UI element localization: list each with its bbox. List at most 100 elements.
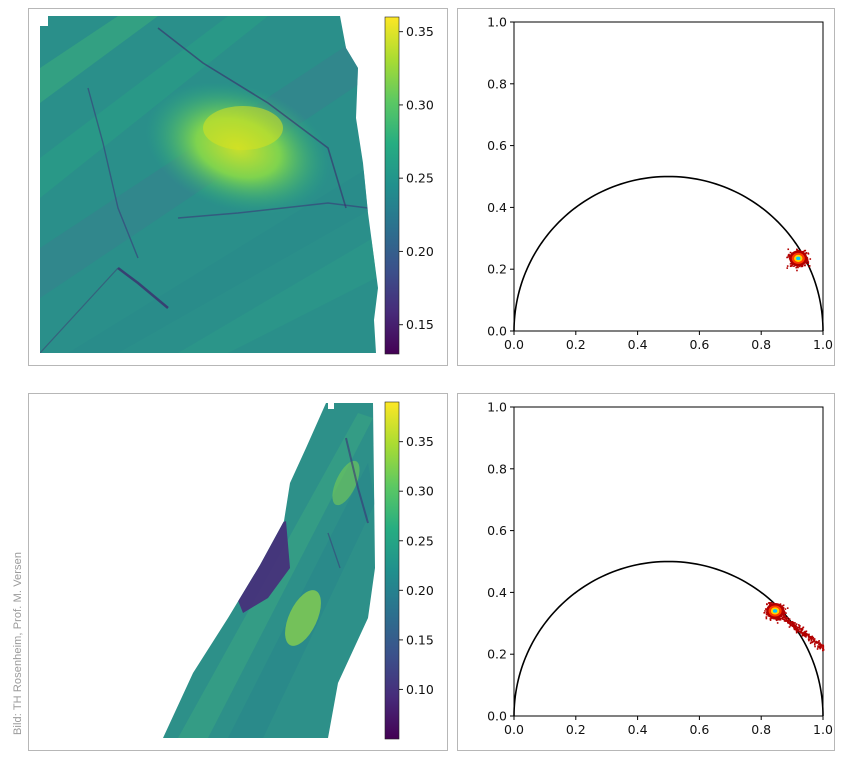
phasor-point bbox=[798, 629, 800, 631]
phasor-point bbox=[793, 623, 795, 626]
colorbar-top-tick-label: 0.15 bbox=[406, 317, 434, 332]
phasor-point bbox=[787, 621, 789, 624]
phasor-point bbox=[782, 614, 785, 617]
phasor-point bbox=[788, 626, 791, 628]
phasor-point bbox=[791, 265, 793, 267]
phasor-point bbox=[804, 264, 806, 266]
phasor-point bbox=[769, 603, 771, 605]
phasor-point bbox=[813, 639, 816, 642]
phasor-point bbox=[786, 267, 789, 269]
phasor-point bbox=[789, 251, 792, 254]
y-tick-label: 0.8 bbox=[487, 76, 507, 91]
phasor-point bbox=[819, 644, 822, 646]
colorbar-top-tick-label: 0.25 bbox=[406, 171, 434, 186]
y-tick-label: 0.2 bbox=[487, 262, 507, 277]
phasor-point bbox=[784, 619, 786, 622]
phasor-point bbox=[767, 602, 770, 604]
phasor-point bbox=[807, 252, 810, 255]
x-tick-label: 0.0 bbox=[504, 722, 524, 737]
phasor-point bbox=[794, 626, 797, 628]
y-tick-label: 0.6 bbox=[487, 523, 507, 538]
phasor-point bbox=[805, 262, 808, 265]
plot-frame bbox=[513, 21, 824, 332]
phasor-point bbox=[786, 256, 788, 259]
phasor-point bbox=[818, 643, 820, 646]
phasor-point bbox=[791, 622, 794, 624]
phasor-point bbox=[799, 632, 802, 634]
phasor-point bbox=[815, 642, 818, 644]
colorbar-bottom-tick-label: 0.15 bbox=[406, 632, 434, 647]
phasor-point bbox=[810, 637, 813, 639]
phasor-point bbox=[782, 604, 785, 607]
phasor-point bbox=[783, 610, 786, 612]
colorbar-top-tick-label: 0.30 bbox=[406, 97, 434, 112]
x-tick-label: 0.4 bbox=[628, 337, 648, 352]
phasor-point bbox=[817, 646, 819, 649]
phasor-point bbox=[806, 257, 809, 259]
phasor-point bbox=[817, 645, 819, 647]
phasor-point bbox=[802, 626, 805, 629]
phasor-point bbox=[776, 622, 779, 624]
phasor-point bbox=[817, 641, 820, 644]
phasor-point bbox=[806, 259, 809, 262]
phasor-point bbox=[813, 643, 816, 646]
phasor-point bbox=[797, 624, 800, 626]
y-tick-label: 0.8 bbox=[487, 461, 507, 476]
phasor-point bbox=[783, 618, 785, 621]
phasor-point bbox=[813, 640, 815, 643]
phasor-point bbox=[769, 618, 772, 620]
phasor-point bbox=[783, 616, 785, 618]
phasor-point bbox=[784, 608, 787, 610]
colorbar-bottom-tick-label: 0.20 bbox=[406, 583, 434, 598]
phasor-point bbox=[788, 620, 790, 622]
phasor-point bbox=[789, 265, 792, 268]
y-tick-label: 0.0 bbox=[487, 709, 507, 724]
phasor-point bbox=[791, 621, 794, 623]
phasor-point bbox=[800, 629, 803, 631]
x-tick-label: 0.2 bbox=[566, 722, 586, 737]
phasor-point bbox=[765, 616, 768, 618]
phasor-point bbox=[797, 630, 800, 632]
phasor-point bbox=[811, 638, 813, 641]
phasor-point bbox=[822, 649, 824, 651]
phasor-point bbox=[805, 632, 807, 635]
phasor-point bbox=[795, 628, 798, 631]
phasor-point bbox=[795, 630, 798, 633]
phasor-point bbox=[805, 252, 807, 255]
x-tick-label: 0.6 bbox=[689, 337, 709, 352]
phasor-point bbox=[822, 644, 825, 647]
colorbar-top-tick-label: 0.20 bbox=[406, 244, 434, 259]
phasor-point bbox=[765, 613, 768, 616]
phasor-point bbox=[801, 265, 804, 268]
phasor-point bbox=[764, 610, 766, 612]
phasor-point bbox=[809, 637, 812, 639]
phasor-point bbox=[786, 617, 789, 619]
phasor-point bbox=[788, 621, 791, 624]
phasor-point bbox=[794, 627, 797, 630]
phasor-point bbox=[781, 616, 784, 619]
phasor-point bbox=[795, 627, 798, 630]
panel-heatmap-bottom bbox=[28, 393, 448, 751]
heatmap-bottom: 0.35 0.30 0.25 0.20 0.15 0.10 bbox=[163, 401, 434, 740]
y-tick-label: 0.4 bbox=[487, 585, 507, 600]
phasor-point bbox=[803, 631, 805, 634]
phasor-point bbox=[805, 630, 808, 633]
phasor-point bbox=[807, 635, 810, 637]
phasor-point bbox=[802, 634, 805, 637]
panel-phasor-top bbox=[457, 8, 835, 366]
colorbar-top-tick-label: 0.35 bbox=[406, 24, 434, 39]
x-tick-label: 1.0 bbox=[813, 722, 833, 737]
phasor-point bbox=[805, 260, 808, 263]
y-tick-label: 1.0 bbox=[487, 400, 507, 415]
phasor-point bbox=[784, 615, 787, 617]
phasor-point bbox=[764, 608, 767, 610]
phasor-point bbox=[779, 617, 782, 620]
colorbar-bottom bbox=[384, 401, 400, 740]
phasor-plot-top: 0.0 0.2 0.4 0.6 0.8 1.0 0.0 0.2 0.4 0.6 0.8 1.0 bbox=[487, 15, 833, 353]
phasor-point bbox=[814, 645, 816, 648]
phasor-point bbox=[781, 617, 784, 620]
phasor-point bbox=[766, 603, 768, 606]
x-tick-label: 0.0 bbox=[504, 337, 524, 352]
x-tick-label: 0.2 bbox=[566, 337, 586, 352]
x-tick-label: 0.8 bbox=[751, 337, 771, 352]
